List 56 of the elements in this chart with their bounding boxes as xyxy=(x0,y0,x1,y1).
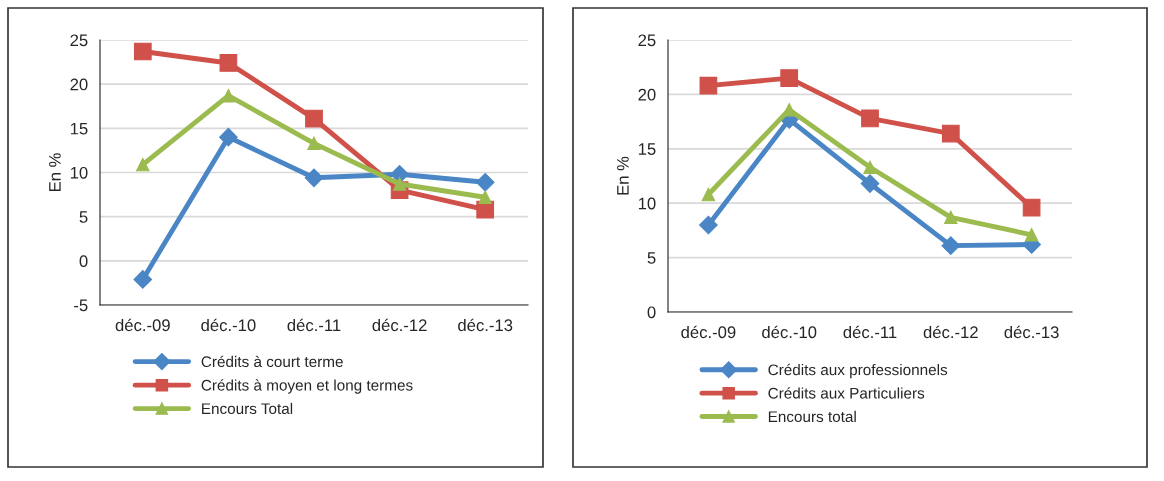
point xyxy=(219,54,238,72)
point xyxy=(478,190,492,204)
point xyxy=(860,174,880,193)
legend-label: Encours total xyxy=(768,410,856,423)
y-tick-label: 0 xyxy=(79,255,88,268)
x-tick-label: déc.-10 xyxy=(201,318,256,332)
legend-label: Crédits à moyen et long termes xyxy=(201,379,413,394)
x-tick-label: déc.-12 xyxy=(372,318,427,332)
point xyxy=(136,157,150,172)
y-tick-label: 20 xyxy=(70,78,88,91)
point xyxy=(780,69,799,87)
point xyxy=(133,270,153,289)
y-tick-label: 10 xyxy=(70,166,88,179)
point xyxy=(304,168,324,188)
point xyxy=(944,210,958,225)
point xyxy=(219,127,238,147)
x-tick-label: déc.-09 xyxy=(115,318,170,332)
x-tick-label: déc.-13 xyxy=(458,318,513,332)
x-tick-label: déc.-10 xyxy=(762,325,817,339)
point xyxy=(701,187,716,202)
x-tick-label: déc.-12 xyxy=(923,325,978,339)
point xyxy=(941,236,961,255)
point xyxy=(305,109,323,128)
y-tick-label: 25 xyxy=(638,34,656,47)
point xyxy=(863,160,877,175)
point xyxy=(133,42,152,61)
point xyxy=(475,172,495,192)
y-tick-label: 15 xyxy=(70,122,88,135)
point xyxy=(861,109,879,128)
y-tick-label: -5 xyxy=(74,299,88,312)
point xyxy=(699,76,718,95)
y-tick-label: 0 xyxy=(647,306,656,319)
point xyxy=(307,136,321,151)
legend-label: Crédits aux professionnels xyxy=(768,363,948,379)
point xyxy=(1024,227,1039,242)
y-tick-label: 15 xyxy=(638,143,656,155)
x-tick-label: déc.-13 xyxy=(1004,325,1059,339)
x-tick-label: déc.-11 xyxy=(287,318,341,332)
y-tick-label: 5 xyxy=(647,252,656,264)
point xyxy=(782,102,796,117)
legend-label: Crédits aux Particuliers xyxy=(768,387,925,399)
point xyxy=(699,215,718,235)
x-tick-label: déc.-11 xyxy=(843,325,897,339)
y-tick-label: 10 xyxy=(638,197,656,210)
y-axis-title: En % xyxy=(617,156,629,195)
point xyxy=(392,177,407,191)
y-axis-title: En % xyxy=(49,153,61,192)
legend-label: Crédits à court terme xyxy=(201,355,343,368)
point xyxy=(221,88,236,103)
point xyxy=(941,124,960,143)
x-tick-label: déc.-09 xyxy=(681,325,736,339)
y-tick-label: 20 xyxy=(638,88,656,101)
point xyxy=(1022,198,1041,217)
legend-label: Encours Total xyxy=(202,402,293,415)
y-tick-label: 5 xyxy=(79,211,88,223)
y-tick-label: 25 xyxy=(70,34,88,47)
